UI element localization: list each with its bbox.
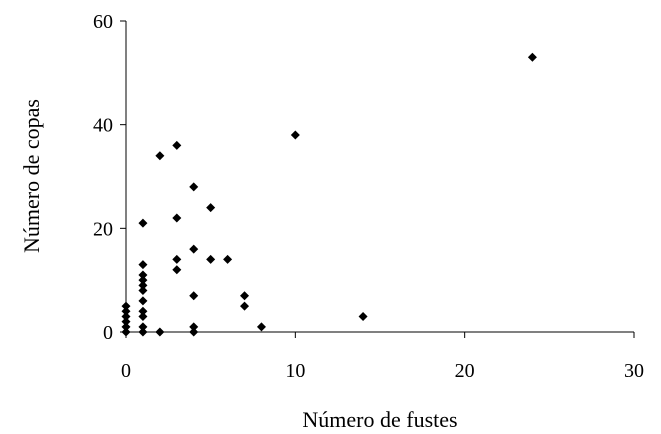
- data-points: [121, 52, 537, 337]
- data-point: [189, 291, 199, 301]
- data-point: [138, 306, 148, 316]
- data-point: [206, 203, 216, 213]
- data-point: [240, 301, 250, 311]
- data-point: [155, 327, 165, 337]
- data-point: [138, 296, 148, 306]
- data-point: [121, 322, 131, 332]
- data-point: [206, 254, 216, 264]
- x-axis-title: Número de fustes: [302, 407, 457, 432]
- data-point: [138, 218, 148, 228]
- y-axis-title: Número de copas: [19, 99, 44, 253]
- data-point: [138, 311, 148, 321]
- data-point: [290, 130, 300, 140]
- y-tick-label: 0: [103, 322, 113, 344]
- data-point: [358, 311, 368, 321]
- plot-area: 0 10 20 30 0 20 40 60: [93, 11, 644, 382]
- data-point: [121, 327, 131, 337]
- data-point: [223, 254, 233, 264]
- y-tick-label: 40: [93, 115, 113, 137]
- data-point: [138, 275, 148, 285]
- data-point: [138, 270, 148, 280]
- x-axis-ticks: 0 10 20 30: [121, 332, 644, 382]
- data-point: [240, 291, 250, 301]
- y-tick-label: 20: [93, 218, 113, 240]
- data-point: [121, 311, 131, 321]
- data-point: [138, 280, 148, 290]
- data-point: [121, 317, 131, 327]
- data-point: [172, 213, 182, 223]
- y-axis-ticks: 0 20 40 60: [93, 11, 126, 344]
- data-point: [121, 301, 131, 311]
- x-tick-label: 20: [455, 360, 475, 382]
- data-point: [256, 322, 266, 332]
- x-tick-label: 0: [121, 360, 131, 382]
- data-point: [189, 322, 199, 332]
- data-point: [189, 244, 199, 254]
- data-point: [189, 327, 199, 337]
- x-tick-label: 30: [624, 360, 644, 382]
- data-point: [172, 140, 182, 150]
- data-point: [172, 265, 182, 275]
- data-point: [138, 327, 148, 337]
- data-point: [138, 260, 148, 270]
- x-tick-label: 10: [285, 360, 305, 382]
- data-point: [172, 254, 182, 264]
- data-point: [138, 322, 148, 332]
- y-tick-label: 60: [93, 11, 113, 33]
- data-point: [155, 151, 165, 161]
- data-point: [527, 52, 537, 62]
- data-point: [121, 306, 131, 316]
- data-point: [138, 286, 148, 296]
- data-point: [189, 182, 199, 192]
